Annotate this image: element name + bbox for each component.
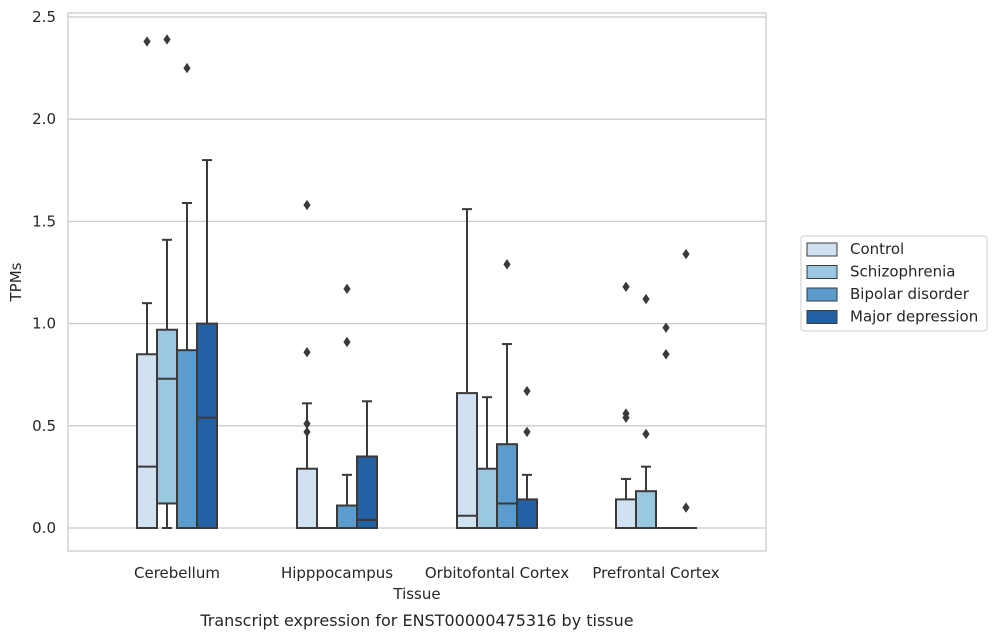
legend-swatch [807, 243, 837, 256]
box-body [636, 491, 656, 528]
y-tick-label: 2.0 [32, 110, 56, 128]
box-body [337, 506, 357, 528]
legend-swatch [807, 311, 837, 324]
legend-label: Bipolar disorder [850, 285, 970, 303]
x-tick-label: Hipppocampus [281, 564, 393, 582]
x-axis-label: Tissue [392, 585, 440, 603]
y-axis-label: TPMs [7, 262, 25, 302]
chart-caption: Transcript expression for ENST0000047531… [199, 611, 633, 630]
y-tick-label: 1.5 [32, 212, 56, 230]
box-body [197, 324, 217, 528]
y-tick-label: 0.5 [32, 417, 56, 435]
box-body [137, 354, 157, 528]
legend-swatch [807, 266, 837, 279]
legend-label: Control [850, 240, 904, 258]
x-tick-label: Orbitofontal Cortex [425, 564, 569, 582]
box-body [497, 444, 517, 528]
legend-label: Schizophrenia [850, 263, 955, 281]
x-tick-label: Prefrontal Cortex [592, 564, 719, 582]
legend: Control Schizophrenia Bipolar disorder Majo… [801, 236, 987, 331]
box-body [517, 499, 537, 528]
legend-swatch [807, 288, 837, 301]
box-body [157, 330, 177, 504]
box-body [616, 499, 636, 528]
box-body [457, 393, 477, 528]
box-body [297, 469, 317, 528]
x-tick-label: Cerebellum [134, 564, 220, 582]
y-tick-label: 1.0 [32, 315, 56, 333]
y-tick-label: 0.0 [32, 519, 56, 537]
box-body [357, 456, 377, 528]
legend-label: Major depression [850, 308, 978, 326]
box-body [477, 469, 497, 528]
box-body [177, 350, 197, 528]
y-tick-label: 2.5 [32, 8, 56, 26]
